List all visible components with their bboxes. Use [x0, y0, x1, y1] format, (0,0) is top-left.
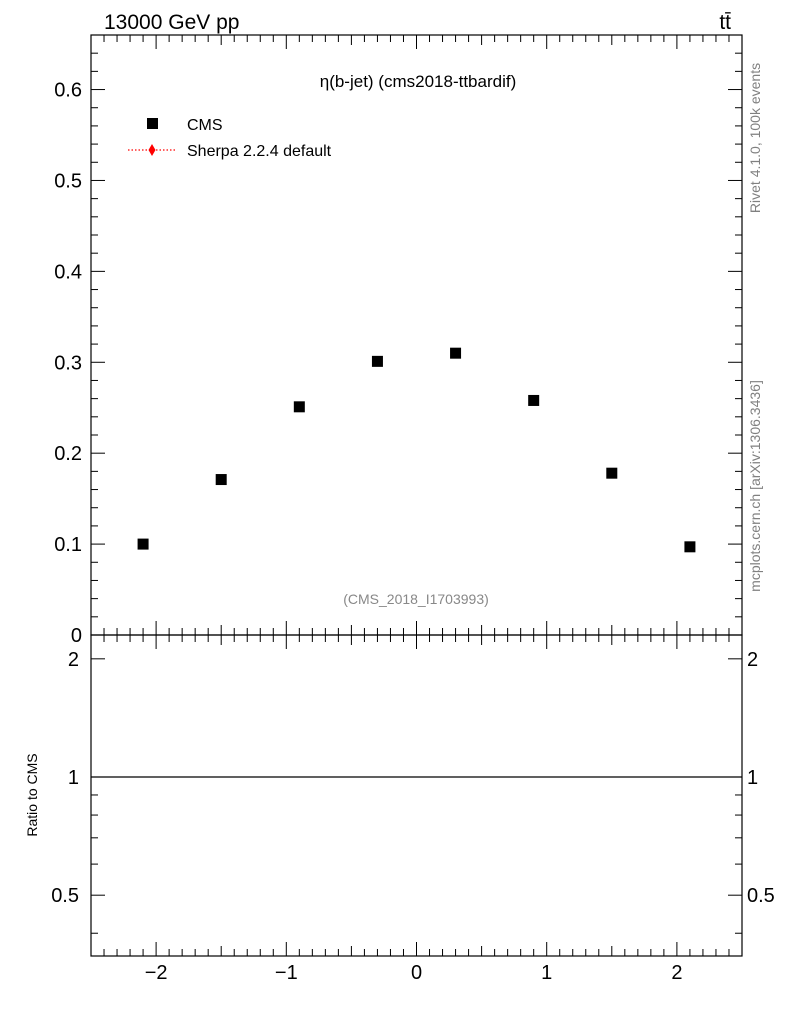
ratio-y-tick-label-left: 2 — [68, 649, 79, 671]
main-y-tick-label: 0.3 — [54, 352, 82, 374]
cms-data-point — [293, 401, 305, 413]
ratio-y-tick-label-left: 1 — [68, 767, 79, 789]
main-axis-ticks — [90, 34, 743, 636]
cms-data-point — [371, 355, 383, 367]
ratio-panel-frame — [90, 634, 743, 957]
cms-data-point — [450, 347, 462, 359]
main-y-tick-label: 0.5 — [54, 170, 82, 192]
mcplots-reference-label: mcplots.cern.ch [arXiv:1306.3436] — [747, 380, 763, 592]
legend-sherpa-marker — [148, 144, 156, 156]
cms-data-point — [684, 541, 696, 553]
ratio-y-tick-label-right: 0.5 — [747, 885, 775, 907]
x-tick-label: −1 — [275, 962, 298, 984]
ratio-y-axis-label: Ratio to CMS — [24, 753, 40, 836]
x-tick-label: 0 — [411, 962, 422, 984]
x-tick-labels: −2 −1 0 1 2 — [145, 962, 683, 984]
header-process-label: tt̄ — [719, 11, 731, 34]
x-tick-label: −2 — [145, 962, 168, 984]
cms-data-points — [137, 347, 696, 553]
main-y-tick-label: 0.1 — [54, 534, 82, 556]
ratio-y-tick-labels: 0.5 0.5 1 1 2 2 — [51, 649, 775, 907]
main-y-tick-label: 0.4 — [54, 261, 82, 283]
main-y-tick-labels: 0 0.1 0.2 0.3 0.4 0.5 0.6 — [54, 80, 82, 647]
cms-data-point — [137, 538, 149, 550]
ratio-y-tick-label-left: 0.5 — [51, 885, 79, 907]
x-tick-label: 2 — [671, 962, 682, 984]
cms-data-point — [528, 394, 540, 406]
cms-data-point — [606, 467, 618, 479]
legend-sherpa-label: Sherpa 2.2.4 default — [187, 143, 332, 160]
main-y-tick-label: 0 — [71, 625, 82, 647]
ratio-y-tick-label-right: 2 — [747, 649, 758, 671]
legend: CMS Sherpa 2.2.4 default — [128, 117, 332, 160]
analysis-id-watermark: (CMS_2018_I1703993) — [343, 591, 489, 607]
plot-title: η(b-jet) (cms2018-ttbardif) — [320, 72, 517, 91]
main-y-tick-label: 0.2 — [54, 443, 82, 465]
main-y-tick-label: 0.6 — [54, 80, 82, 102]
ratio-axis-ticks — [90, 635, 743, 956]
x-tick-label: 1 — [541, 962, 552, 984]
rivet-version-label: Rivet 4.1.0, 100k events — [747, 63, 763, 213]
ratio-y-tick-label-right: 1 — [747, 767, 758, 789]
legend-cms-label: CMS — [187, 117, 223, 134]
legend-cms-marker — [147, 118, 158, 129]
cms-data-point — [215, 474, 227, 486]
header-energy-label: 13000 GeV pp — [104, 11, 239, 34]
